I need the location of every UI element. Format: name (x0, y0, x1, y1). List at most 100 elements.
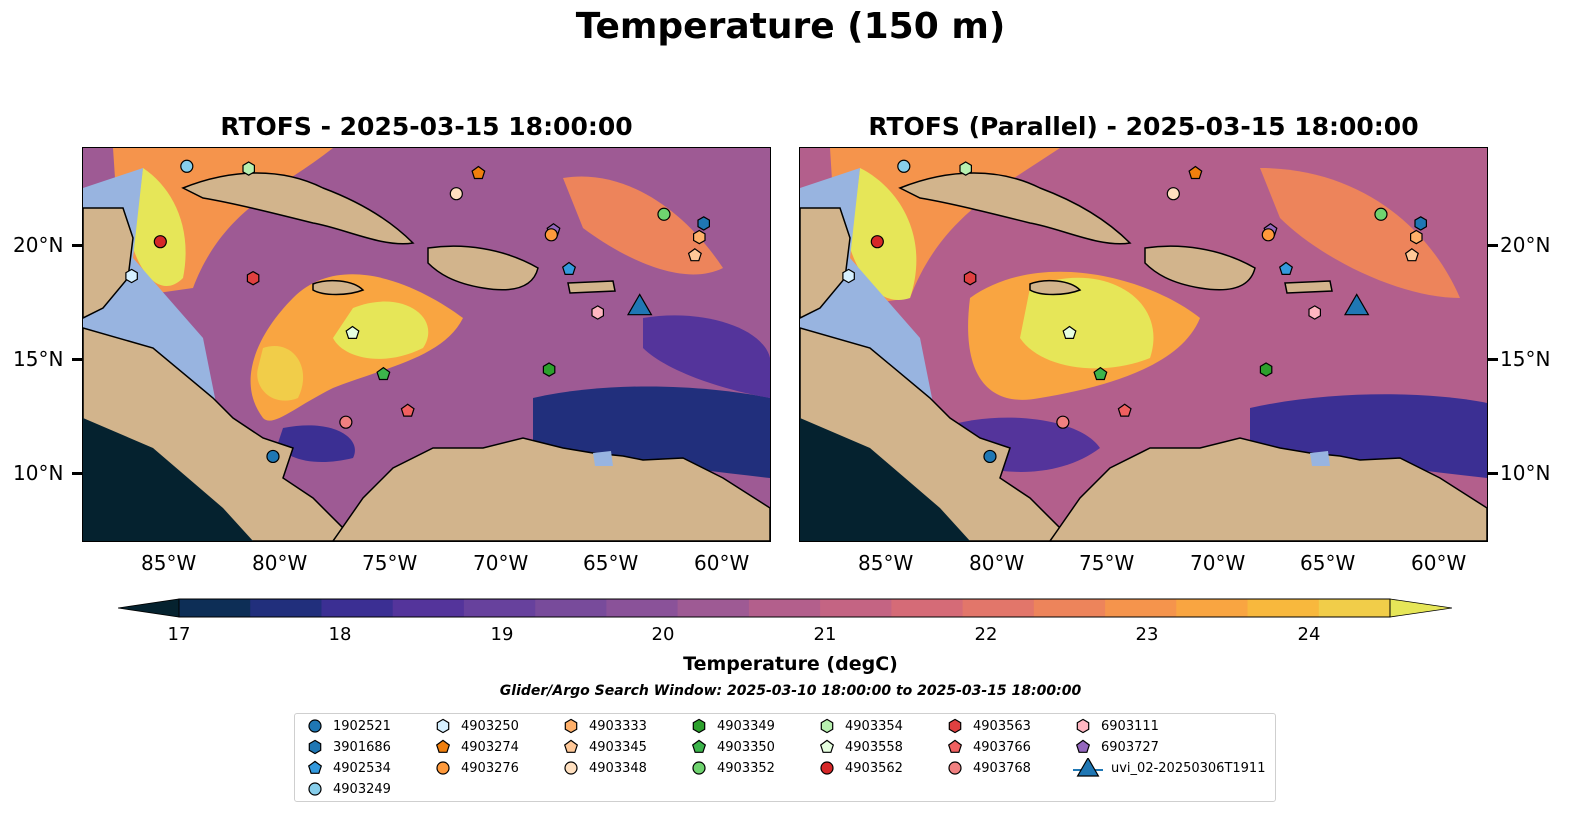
legend-label: 4903562 (845, 760, 903, 776)
legend-entry: 4903352 (689, 758, 775, 778)
legend-label: 4902534 (333, 760, 391, 776)
observation-marker-4903249 (897, 159, 911, 173)
colorbar-segment (250, 599, 322, 617)
observation-marker-3901686 (1414, 216, 1428, 231)
tick-mark (72, 472, 82, 475)
colorbar-segment (179, 599, 251, 617)
lake-maracaibo (593, 451, 613, 466)
colorbar-segment (321, 599, 394, 617)
warm-north-east (1260, 168, 1460, 298)
hot-core-west (257, 346, 304, 401)
legend-entry: 4903558 (817, 737, 903, 757)
legend-entry: 4903345 (561, 737, 647, 757)
legend-entry: 6903111 (1073, 716, 1159, 736)
search-window-note: Glider/Argo Search Window: 2025-03-10 18… (499, 683, 1082, 699)
colorbar (118, 598, 1452, 618)
observation-marker-4902534 (1278, 261, 1294, 276)
cuba-land (898, 172, 1132, 245)
cuba-land (181, 172, 415, 245)
legend-marker-icon (436, 718, 450, 734)
observation-marker-uvi_02-20250306T1911 (626, 293, 653, 316)
observation-marker-4903345 (687, 248, 702, 262)
observation-marker-6903111 (591, 305, 605, 320)
legend-label: 6903111 (1101, 718, 1159, 734)
lon-tick-label: 70°W (473, 551, 529, 575)
colorbar-segment (1033, 599, 1106, 617)
lat-tick-label: 20°N (13, 233, 64, 257)
observation-marker-4903558 (345, 325, 360, 339)
colorbar-tick: 22 (974, 624, 998, 645)
legend-label: uvi_02-20250306T1911 (1111, 760, 1266, 776)
colorbar-segment (891, 599, 964, 617)
lon-tick-label: 65°W (1300, 551, 1356, 575)
observation-marker-4903250 (842, 268, 855, 284)
legend-marker-icon (564, 761, 578, 775)
colorbar-tick: 23 (1135, 624, 1159, 645)
legend-marker-icon (820, 718, 834, 734)
legend-entry: 4903250 (433, 716, 519, 736)
colorbar-segments (118, 598, 1452, 618)
legend-entry: 4903354 (817, 716, 903, 736)
legend-label: 3901686 (333, 739, 391, 755)
puerto-rico-land (567, 280, 616, 294)
pacific-deep-water (83, 418, 253, 541)
colorbar-extend-low (118, 598, 180, 618)
legend-label: 4903563 (973, 718, 1031, 734)
legend-entry: 4903766 (945, 737, 1031, 757)
observation-marker-4903352 (1374, 207, 1388, 221)
observation-marker-4903354 (242, 161, 255, 176)
cool-eddy-southeast (1250, 394, 1487, 478)
colorbar-segment (463, 599, 536, 617)
colorbar-segment (535, 599, 607, 617)
observation-marker-4903563 (963, 270, 977, 286)
observation-marker-4903348 (449, 187, 463, 201)
observation-marker-4903349 (1259, 362, 1273, 377)
legend-entry: 4903276 (433, 758, 519, 778)
legend-marker-icon (307, 760, 323, 774)
observation-marker-4903354 (959, 161, 972, 176)
legend-entry: 4903274 (433, 737, 519, 757)
observation-marker-4903333 (692, 229, 706, 245)
cool-east (643, 315, 770, 398)
lake-maracaibo (1310, 451, 1330, 466)
lat-tick-label: 15°N (13, 347, 64, 371)
legend-label: 4903250 (461, 718, 519, 734)
lon-tick-label: 80°W (969, 551, 1025, 575)
observation-marker-4903276 (544, 228, 558, 242)
observation-markers (842, 159, 1428, 464)
lon-tick-label: 75°W (362, 551, 418, 575)
lat-tick-label: 10°N (1500, 461, 1551, 485)
colorbar-label: Temperature (degC) (683, 653, 898, 675)
observation-marker-4903562 (870, 235, 884, 249)
lon-tick-label: 60°W (694, 551, 750, 575)
panel-title-rtofs: RTOFS - 2025-03-15 18:00:00 (220, 112, 633, 141)
legend-marker-icon (308, 739, 322, 755)
colorbar-segment (748, 599, 821, 617)
hot-core-central (1020, 277, 1154, 369)
legend-marker-icon (308, 719, 322, 733)
puerto-rico-land (1284, 280, 1333, 294)
colorbar-tick: 24 (1297, 624, 1321, 645)
observation-marker-4902534 (561, 261, 577, 276)
legend-entry: 4903349 (689, 716, 775, 736)
lon-tick-label: 85°W (141, 551, 197, 575)
legend-label: 1902521 (333, 718, 391, 734)
tick-mark (1488, 472, 1498, 475)
legend-marker-icon (948, 718, 962, 734)
lat-tick-label: 20°N (1500, 233, 1551, 257)
observation-marker-4903276 (1261, 228, 1275, 242)
observation-marker-4903348 (1166, 187, 1180, 201)
observation-marker-4903562 (153, 235, 167, 249)
legend-marker-icon (1075, 739, 1091, 753)
colorbar-segment (1176, 599, 1249, 617)
observation-marker-4903333 (1409, 229, 1423, 245)
legend-entry: 4903768 (945, 758, 1031, 778)
colorbar-segment (606, 599, 679, 617)
colorbar-segment (820, 599, 892, 617)
colorbar-extend-high (1389, 598, 1452, 618)
legend-label: 6903727 (1101, 739, 1159, 755)
legend-marker-icon (436, 761, 450, 775)
colorbar-tick: 17 (167, 624, 191, 645)
legend-entry: 4903350 (689, 737, 775, 757)
legend-entry: uvi_02-20250306T1911 (1073, 758, 1265, 778)
